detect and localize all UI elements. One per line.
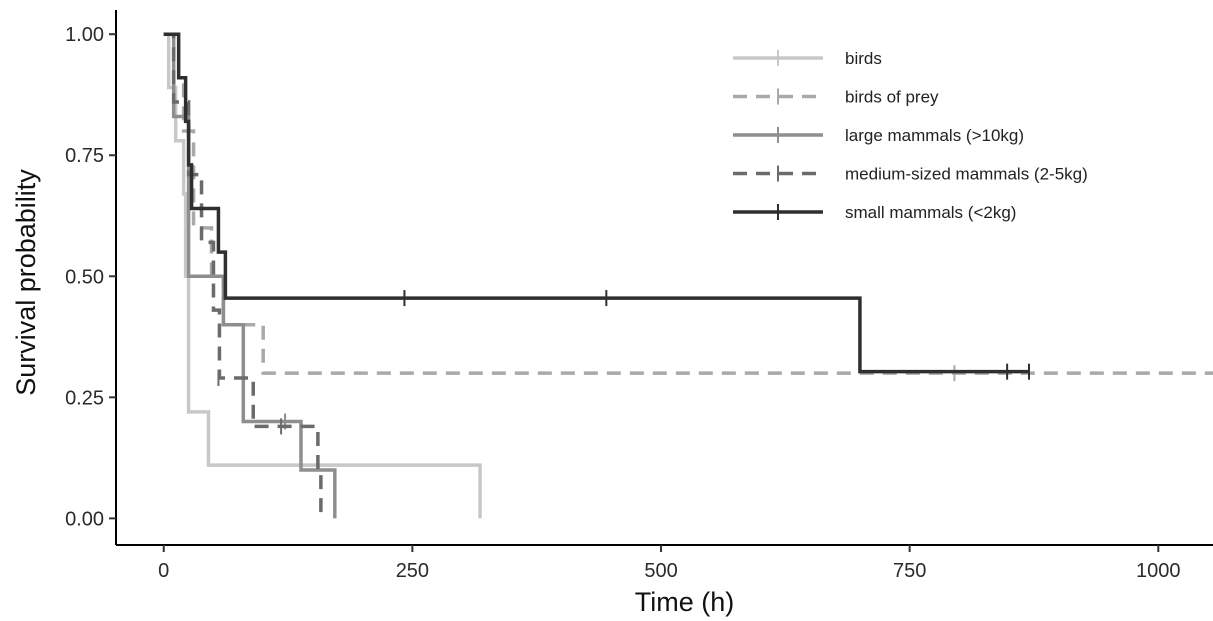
y-tick-label: 1.00 [65,24,104,46]
x-tick-label: 0 [158,560,169,582]
legend-label-birds: birds [845,49,882,68]
legend-label-large-mammals-10kg: large mammals (>10kg) [845,126,1024,145]
x-tick-label: 1000 [1136,560,1181,582]
series-line-birds [163,32,482,519]
legend-label-medium-sized-mammals-2-5kg: medium-sized mammals (2-5kg) [845,165,1088,184]
x-tick-label: 750 [893,560,926,582]
legend: birds birds of prey large mammals (>10kg) m… [733,49,1088,222]
series-line-large-mammals-10kg [163,32,337,519]
y-tick-label: 0.75 [65,145,104,167]
series-line-medium-sized-mammals-2-5kg [163,32,323,519]
legend-label-birds-of-prey: birds of prey [845,88,939,107]
x-tick-label: 250 [396,560,429,582]
x-tick-label: 500 [644,560,677,582]
y-axis-title: Survival probability [11,169,41,396]
y-tick-label: 0.25 [65,387,104,409]
series-line-birds-of-prey [163,32,1213,375]
y-tick-label: 0.00 [65,508,104,530]
y-tick-label: 0.50 [65,266,104,288]
series-layer [163,32,1213,519]
legend-label-small-mammals-2kg: small mammals (<2kg) [845,203,1016,222]
x-axis-title: Time (h) [635,587,735,617]
series-line-small-mammals-2kg [163,32,1030,374]
axes-layer: 0 250 500 750 1000 0.00 0.25 0.50 0.75 1.00 [65,10,1213,582]
